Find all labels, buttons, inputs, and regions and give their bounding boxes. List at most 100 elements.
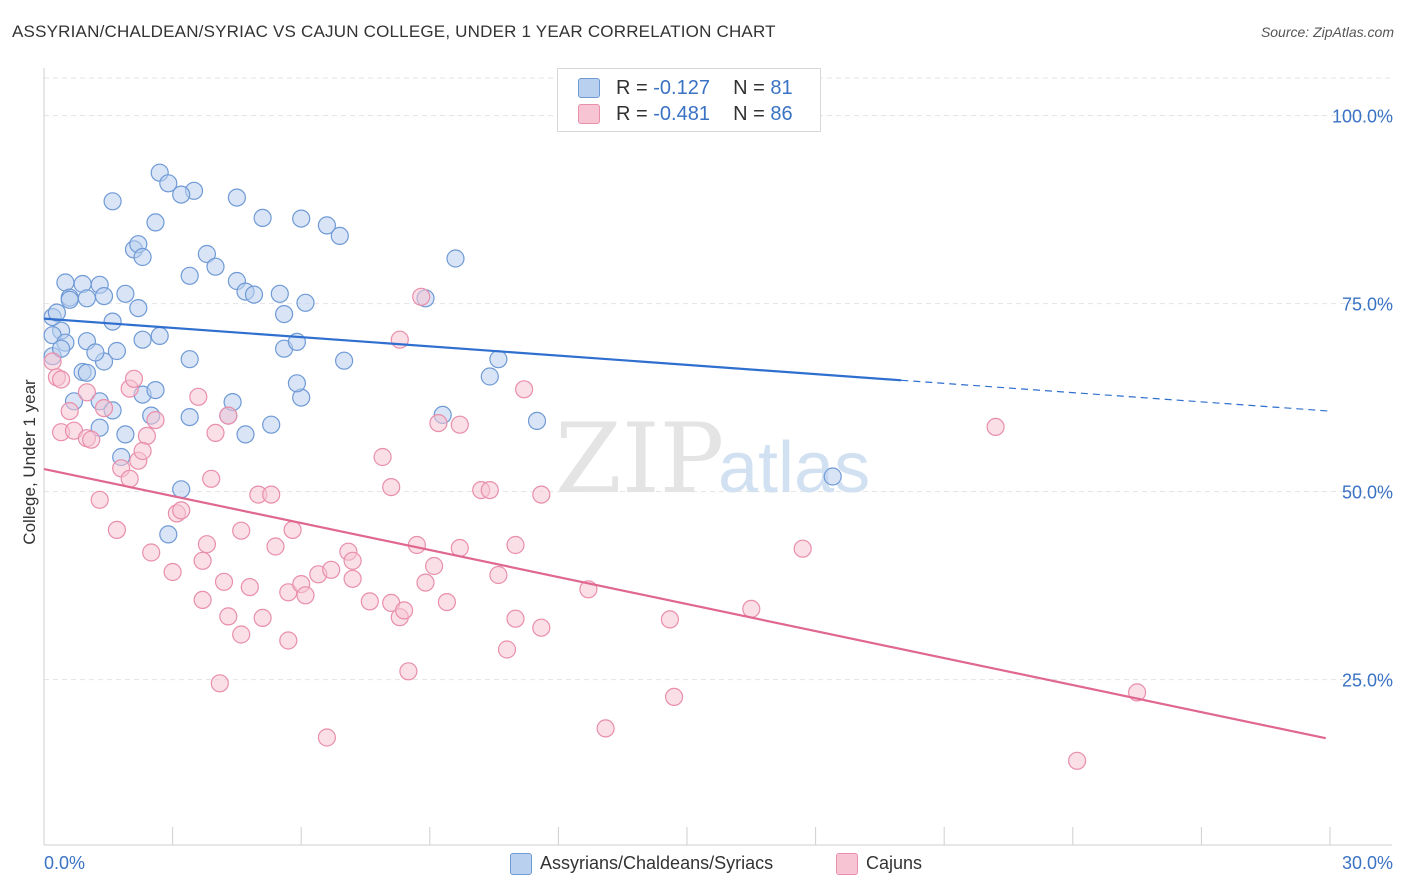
pink-point xyxy=(742,599,761,619)
pink-point xyxy=(232,521,251,540)
blue-point xyxy=(296,293,315,312)
x-tick-label: 30.0% xyxy=(1342,853,1393,873)
pink-point xyxy=(596,719,615,738)
pink-point xyxy=(343,569,362,588)
correlation-legend: R = -0.127 N = 81 R = -0.481 N = 86 xyxy=(557,68,821,132)
pink-point xyxy=(124,369,144,388)
legend-swatch-blue xyxy=(510,853,532,875)
legend-r-label: R = xyxy=(616,103,648,125)
blue-point xyxy=(206,257,225,276)
pink-point xyxy=(107,520,127,540)
pink-point xyxy=(480,481,499,500)
blue-point xyxy=(86,343,105,362)
blue-point xyxy=(94,287,114,306)
pink-point xyxy=(172,501,191,520)
blue-point xyxy=(292,209,311,228)
pink-point xyxy=(514,380,534,399)
blue-point xyxy=(146,213,165,232)
blue-point xyxy=(335,351,354,370)
blue-point xyxy=(116,284,135,303)
pink-point xyxy=(532,485,551,504)
pink-point xyxy=(193,590,212,610)
blue-point xyxy=(262,415,281,434)
watermark: ZIP atlas xyxy=(555,403,870,515)
pink-point xyxy=(429,414,448,433)
pink-point xyxy=(90,490,109,509)
pink-point xyxy=(343,551,362,570)
pink-point xyxy=(210,674,229,693)
y-tick-label: 25.0% xyxy=(1342,671,1393,691)
blue-trend-line xyxy=(43,317,902,382)
y-tick-label: 75.0% xyxy=(1342,295,1393,315)
trend-layer xyxy=(43,317,1331,740)
pink-point xyxy=(450,538,469,558)
blue-point xyxy=(197,244,216,264)
pink-point xyxy=(497,640,517,659)
pink-point xyxy=(489,565,508,585)
watermark-zip: ZIP xyxy=(555,403,724,515)
pink-point xyxy=(214,572,234,591)
pink-point xyxy=(437,592,456,612)
blue-point xyxy=(146,381,165,400)
blue-point xyxy=(150,326,169,345)
pink-point xyxy=(146,411,165,430)
pink-point xyxy=(262,485,281,504)
axis-layer xyxy=(43,68,1392,846)
pink-point xyxy=(266,537,285,556)
legend-n-value: 81 xyxy=(770,77,793,99)
blue-point xyxy=(60,290,79,309)
points-layer xyxy=(43,163,1147,770)
pink-point xyxy=(43,352,62,371)
pink-point xyxy=(296,586,315,605)
pink-point xyxy=(193,551,212,570)
pink-point xyxy=(94,399,114,418)
pink-point xyxy=(142,543,161,562)
legend-n-label: N = xyxy=(733,103,765,125)
legend-r-value: -0.127 xyxy=(653,77,710,99)
blue-point xyxy=(275,305,294,324)
blue-point xyxy=(480,367,499,386)
pink-point xyxy=(77,383,97,402)
pink-point xyxy=(279,583,298,602)
blue-point xyxy=(103,192,122,211)
pink-point xyxy=(133,441,152,461)
legend-r-label: R = xyxy=(616,77,648,99)
pink-point xyxy=(163,562,182,582)
source-credit: Source: ZipAtlas.com xyxy=(1260,24,1394,40)
legend-n-label: N = xyxy=(733,77,765,99)
blue-point xyxy=(823,467,842,486)
y-tick-label: 50.0% xyxy=(1342,483,1393,503)
pink-point xyxy=(373,447,392,467)
blue-point xyxy=(133,247,152,267)
pink-point xyxy=(660,610,680,629)
x-tick-label: 0.0% xyxy=(44,853,85,873)
blue-point xyxy=(489,350,508,369)
pink-point xyxy=(202,469,221,488)
blue-point xyxy=(116,425,135,444)
blue-point xyxy=(227,188,246,207)
chart-title: ASSYRIAN/CHALDEAN/SYRIAC VS CAJUN COLLEG… xyxy=(12,22,776,41)
pink-point xyxy=(206,423,225,442)
blue-point xyxy=(180,266,199,285)
blue-point xyxy=(56,273,75,292)
blue-point xyxy=(527,411,547,430)
blue-point xyxy=(103,312,122,331)
blue-point xyxy=(133,330,152,349)
label-layer: 25.0% 50.0% 75.0% 100.0% 0.0% 30.0% College, U… xyxy=(20,107,1393,873)
legend-swatch-pink xyxy=(578,104,600,124)
blue-point xyxy=(107,341,127,361)
legend-swatch-pink xyxy=(836,853,858,875)
pink-point xyxy=(986,417,1005,436)
pink-point xyxy=(279,631,298,650)
pink-point xyxy=(322,560,341,579)
blue-point xyxy=(172,480,191,499)
pink-point xyxy=(395,601,414,620)
pink-point xyxy=(82,430,101,449)
pink-point xyxy=(793,539,812,558)
bottom-legend-label: Assyrians/Chaldeans/Syriacs xyxy=(540,853,774,873)
pink-point xyxy=(382,478,401,497)
pink-point xyxy=(1067,751,1087,770)
blue-point xyxy=(317,216,336,235)
blue-point xyxy=(159,174,178,193)
blue-point xyxy=(446,249,465,268)
